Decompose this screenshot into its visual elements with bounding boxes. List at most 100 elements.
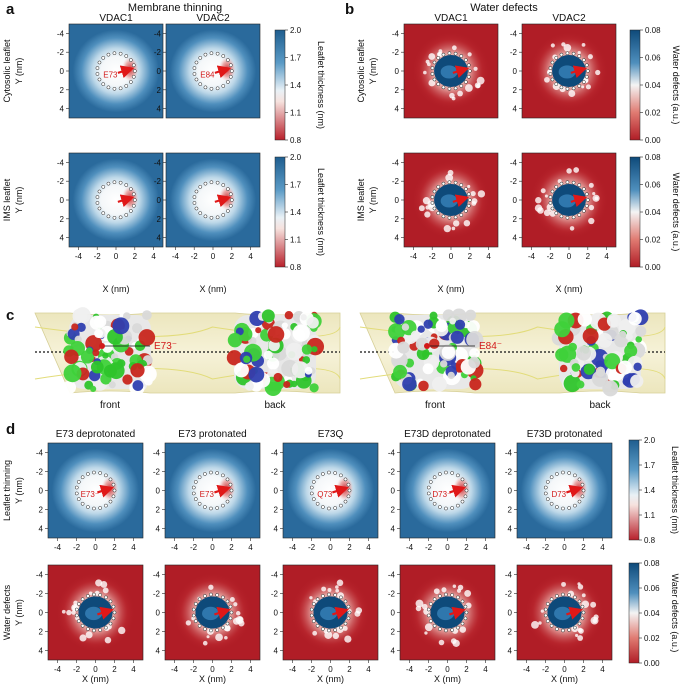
- panel-d-r1c0-barrel-dot: [98, 593, 103, 597]
- panel-d-ytick-label: -2: [153, 468, 161, 477]
- panel-a-bottom-colorbar-tick-label: 1.4: [290, 208, 302, 217]
- panel-b-top-colorbar-tick-label: 0.04: [645, 81, 661, 90]
- panel-a-top-colorbar-tick-label: 0.8: [290, 136, 302, 145]
- panel-a-r0c0-barrel-dot: [112, 86, 117, 91]
- panel-b-r1c1-defect-blob: [588, 217, 595, 225]
- panel-d-r1c2-defect-blob: [332, 632, 340, 640]
- panel-a-r1c1-residue-arrow: [214, 194, 232, 208]
- panel-d-r0c3-barrel-dot: [426, 485, 431, 490]
- panel-b-r1c0-barrel-dot: [453, 215, 458, 220]
- panel-d-r0c4-barrel-dot: [545, 480, 550, 484]
- panel-c-back-1-surface-patch: [619, 330, 627, 338]
- panel-b-r0c1-barrel-dot: [554, 56, 559, 60]
- panel-c-front-0-surface-patch: [71, 323, 79, 331]
- panel-a-r0c0-barrel-dot: [128, 80, 133, 84]
- panel-d-top-colorbar-tick-label: 1.7: [644, 461, 656, 470]
- panel-d-ytick-label: 0: [39, 487, 44, 496]
- panel-b-r0c0-barrel-dot: [436, 82, 441, 86]
- panel-c-view-back: back: [589, 400, 611, 411]
- panel-d-r1c2-barrel-dot: [339, 625, 343, 630]
- panel-d-r0c0-thinning-zone: [51, 448, 140, 533]
- panel-a-r0c0-barrel-dot: [112, 51, 117, 56]
- panel-d-r1c3-barrel-dot: [426, 607, 431, 612]
- panel-b-r1c1-barrel-dot: [548, 201, 553, 205]
- panel-d-r1c3-barrel-dot: [450, 628, 455, 632]
- panel-a-r0c1-barrel-dot: [225, 58, 230, 62]
- panel-d-r0c0-barrel-dot: [92, 506, 96, 511]
- panel-a-r1c1-barrel-dot: [203, 181, 208, 186]
- panel-d-r0c0-barrel-dot: [104, 503, 108, 508]
- panel-a-ytick-label: 4: [60, 105, 65, 114]
- panel-a-r0c1-barrel-dot: [215, 86, 220, 91]
- panel-d-r1c3-barrel-dot: [456, 595, 460, 600]
- panel-a-xtick-label: -4: [75, 252, 83, 261]
- panel-b-xtick-label: 2: [468, 252, 473, 261]
- panel-b-xtick-label: -2: [547, 252, 555, 261]
- panel-b-top-colorbar-tick-label: 0.08: [645, 26, 661, 35]
- panel-d-r1c3-pore-core: [437, 606, 455, 621]
- panel-d-r1c4-residue-arrow: [566, 606, 583, 620]
- panel-b-r0c1-barrel-dot: [554, 82, 559, 86]
- panel-d-ytick-label: -2: [505, 590, 513, 599]
- panel-b-r0c0-pore-core: [440, 65, 458, 79]
- panel-a-r0c0-barrel-dot: [101, 56, 106, 60]
- panel-c-view-back: back: [264, 400, 286, 411]
- panel-a-r0c0-barrel-dot: [132, 69, 137, 73]
- panel-a-xtick-label: 0: [211, 252, 216, 261]
- panel-d-bottom-colorbar-tick-label: 0.00: [644, 659, 660, 668]
- panel-a-r0c0-barrel-dot: [131, 63, 136, 68]
- panel-d-r0c1-heatmap: E73: [164, 442, 261, 539]
- panel-a-r1c1-barrel-dot: [221, 213, 226, 217]
- panel-c-front-0-surface-patch: [85, 347, 93, 355]
- panel-d-r0c2-barrel-dot: [343, 499, 348, 504]
- panel-b-r1c1-barrel-dot: [581, 187, 586, 191]
- panel-d-r1c3-defect-blob: [450, 638, 457, 644]
- panel-a-r1c0-barrel-dot: [128, 209, 133, 213]
- panel-d-r1c4-defect-blob: [531, 620, 539, 629]
- panel-d-ytick-label: 4: [508, 647, 513, 656]
- panel-b-r0c1-defect-blob: [563, 43, 572, 52]
- panel-c-front-1-surface-patch: [431, 376, 447, 392]
- panel-a-r0c1-barrel-dot: [228, 74, 233, 79]
- panel-d-r1c1-defect-blob: [191, 616, 196, 621]
- panel-b-ytick-label: -4: [392, 29, 400, 38]
- panel-d-xtick-label: -4: [171, 665, 179, 674]
- panel-c-back-1-surface-patch: [559, 364, 568, 373]
- panel-a-r1c1-barrel-dot: [225, 187, 230, 191]
- panel-a-r0c1-barrel-dot: [228, 63, 233, 68]
- panel-c-back-0-surface-patch: [267, 326, 285, 343]
- panel-d-xtick-label: -4: [289, 665, 297, 674]
- panel-c-front-1-surface-patch: [447, 371, 455, 380]
- panel-d-r0c2-barrel-dot: [315, 475, 320, 480]
- panel-b-r1c0-defect-blob: [477, 190, 486, 198]
- panel-b-r0c0-defect-blob: [437, 52, 442, 57]
- panel-c-front-0-surface-patch: [90, 360, 104, 374]
- panel-d-r1c4-defect-blob: [540, 609, 544, 613]
- panel-a-r1c0-thinning-zone: [72, 158, 160, 242]
- panel-a-ytick-label: 0: [60, 67, 65, 76]
- panel-b-ytick-label: 2: [395, 86, 400, 95]
- panel-d-r1c1-barrel-dot: [215, 628, 220, 632]
- panel-d-r0c1-barrel-dot: [228, 494, 233, 499]
- panel-d-ytick-label: 0: [508, 487, 513, 496]
- panel-d-r0c4-barrel-dot: [543, 485, 548, 490]
- panel-d-r1c4-barrel-dot: [555, 627, 559, 631]
- panel-d-r0c2-barrel-dot: [309, 491, 314, 496]
- panel-d-r0c0-barrel-dot: [76, 480, 81, 484]
- panel-b-r0c0-barrel-dot: [432, 77, 437, 82]
- panel-b-r1c0-barrel-dot: [432, 189, 437, 194]
- panel-b-r0c0-defect-blob: [451, 96, 456, 101]
- panel-d-xtick-label: -2: [190, 543, 198, 552]
- panel-b-r0c1-barrel-dot: [584, 63, 589, 68]
- panel-d-r0c3-barrel-dot: [456, 473, 460, 478]
- panel-d-r0c1-barrel-dot: [203, 472, 207, 476]
- panel-b-xtick-label: 4: [486, 252, 491, 261]
- panel-d-xtick-label: -2: [190, 665, 198, 674]
- panel-d-ytick-label: -4: [271, 571, 279, 580]
- panel-d-ytick-label: -2: [36, 590, 44, 599]
- panel-d-r0c3-barrel-dot: [432, 501, 437, 506]
- panel-b-r1c1-residue-arrow: [570, 194, 588, 208]
- panel-c-back-0-surface-patch: [311, 346, 318, 353]
- panel-d-r0c3-barrel-dot: [438, 472, 442, 476]
- panel-d-r0c2-barrel-dot: [311, 497, 316, 501]
